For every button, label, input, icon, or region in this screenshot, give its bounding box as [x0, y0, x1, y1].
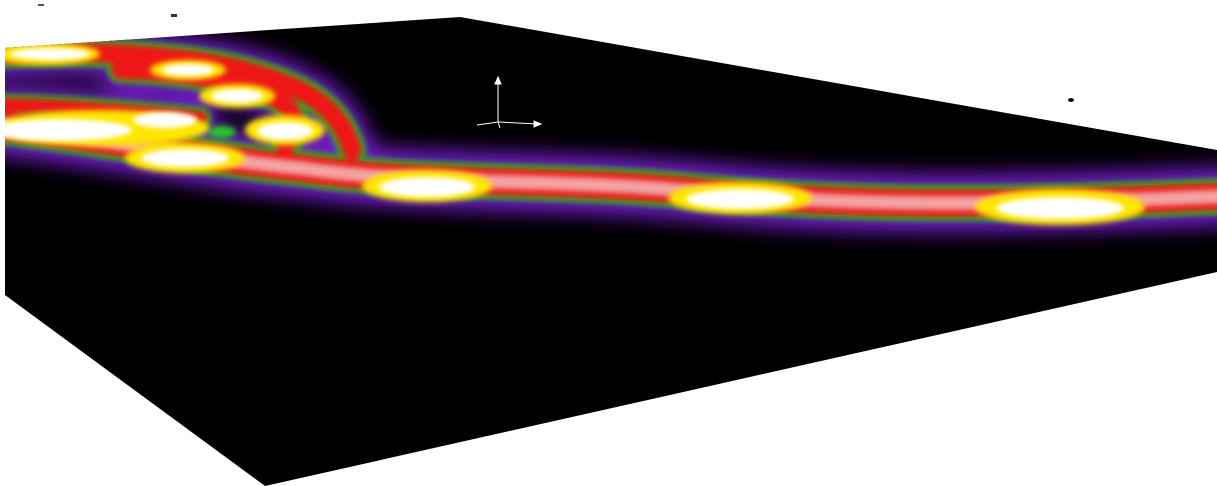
artifact-speck: [1068, 98, 1074, 102]
z-axis-arrowhead: [494, 75, 502, 85]
hotspot: [162, 64, 214, 76]
hotspot: [10, 48, 90, 60]
hotspot: [211, 89, 263, 103]
hotspot: [996, 197, 1124, 219]
hotspot: [379, 177, 475, 197]
y-axis-line: [476, 121, 499, 126]
x-axis-arrowhead: [533, 120, 543, 128]
heatmap-band: [5, 30, 1217, 233]
hotspot: [5, 119, 132, 141]
y-axis-tick: [497, 121, 501, 129]
artifact-speck: [38, 4, 44, 6]
xyz-axes-gizmo-icon[interactable]: [476, 75, 543, 129]
artifact-speck: [171, 14, 177, 17]
hotspot: [141, 149, 229, 167]
hotspot: [686, 189, 794, 209]
x-axis-line: [497, 121, 539, 125]
hotspot: [133, 112, 197, 128]
green-patch: [208, 126, 236, 138]
hotspot: [257, 122, 313, 140]
hotspot-cores: [5, 48, 1124, 219]
